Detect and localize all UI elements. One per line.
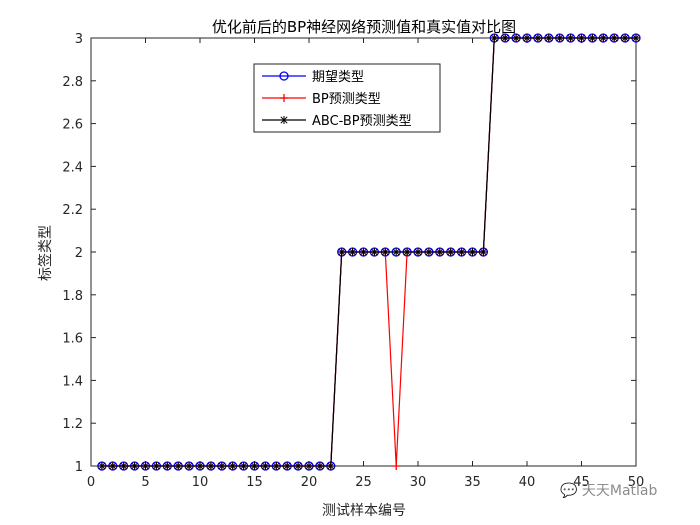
data-point (119, 462, 128, 470)
x-tick-label: 45 (573, 475, 590, 490)
data-point (501, 34, 510, 42)
data-point (632, 34, 640, 42)
x-tick-label: 0 (87, 475, 95, 490)
x-tick-label: 50 (628, 475, 645, 490)
data-point (566, 34, 575, 42)
legend-marker (280, 116, 288, 124)
data-point (446, 248, 455, 256)
data-point (490, 34, 499, 42)
y-tick-label: 2.8 (62, 75, 83, 90)
y-tick-label: 1 (75, 460, 83, 475)
data-point (599, 34, 608, 42)
data-point (370, 248, 379, 256)
data-point (108, 462, 117, 470)
data-point (283, 462, 292, 470)
data-point (206, 462, 215, 470)
data-point (294, 462, 303, 470)
data-point (217, 462, 226, 470)
legend-marker (280, 94, 288, 102)
y-tick-label: 2.2 (62, 203, 83, 218)
data-point (588, 34, 597, 42)
x-tick-label: 10 (192, 475, 209, 490)
data-point (337, 248, 346, 256)
data-point (239, 462, 248, 470)
data-point (185, 462, 194, 470)
data-point (435, 248, 444, 256)
y-tick-label: 1.4 (62, 374, 83, 389)
data-point (610, 34, 619, 42)
x-tick-label: 40 (519, 475, 536, 490)
wechat-icon: 💬 (560, 483, 578, 499)
y-tick-label: 2.4 (62, 160, 83, 175)
chart-title: 优化前后的BP神经网络预测值和真实值对比图 (212, 18, 516, 36)
y-tick-label: 1.6 (62, 332, 83, 347)
watermark: 💬 天天Matlab (560, 480, 657, 500)
data-point (533, 34, 542, 42)
data-point (523, 34, 531, 42)
data-point (621, 34, 630, 42)
data-point (577, 34, 586, 42)
data-point (512, 34, 521, 42)
data-point (479, 248, 488, 256)
data-point (141, 462, 150, 470)
legend-label: ABC-BP预测类型 (312, 114, 412, 129)
data-point (468, 248, 477, 256)
x-tick-label: 15 (246, 475, 263, 490)
data-point (315, 462, 324, 470)
data-point (152, 462, 161, 470)
data-point (250, 462, 259, 470)
x-axis-label: 测试样本编号 (322, 503, 406, 519)
data-point (326, 462, 335, 470)
y-tick-label: 2 (75, 246, 83, 261)
data-point (457, 248, 466, 256)
data-point (414, 248, 422, 256)
x-tick-label: 35 (464, 475, 481, 490)
y-tick-label: 1.2 (62, 417, 83, 432)
legend-label: 期望类型 (312, 69, 364, 85)
data-point (424, 248, 433, 256)
legend-marker (279, 71, 289, 81)
y-tick-label: 1.8 (62, 289, 83, 304)
data-point (403, 248, 412, 256)
x-tick-label: 20 (301, 475, 318, 490)
data-point (359, 248, 368, 256)
data-point (392, 248, 401, 256)
data-point (305, 462, 313, 470)
y-tick-label: 2.6 (62, 118, 83, 133)
data-point (163, 462, 172, 470)
data-point (392, 462, 401, 470)
data-point (348, 248, 357, 256)
x-tick-label: 5 (141, 475, 149, 490)
data-point (97, 462, 106, 470)
series-3 (97, 34, 640, 470)
data-point (261, 462, 270, 470)
x-tick-label: 30 (410, 475, 427, 490)
data-point (555, 34, 564, 42)
y-tick-label: 3 (75, 32, 83, 47)
x-tick-label: 25 (355, 475, 372, 490)
y-axis-label: 标签类型 (37, 225, 54, 281)
legend-label: BP预测类型 (312, 92, 381, 107)
data-point (228, 462, 237, 470)
data-point (130, 462, 139, 470)
data-point (381, 248, 390, 256)
data-point (174, 462, 183, 470)
data-point (196, 462, 204, 470)
data-point (272, 462, 281, 470)
watermark-text: 天天Matlab (581, 483, 658, 499)
data-point (544, 34, 553, 42)
